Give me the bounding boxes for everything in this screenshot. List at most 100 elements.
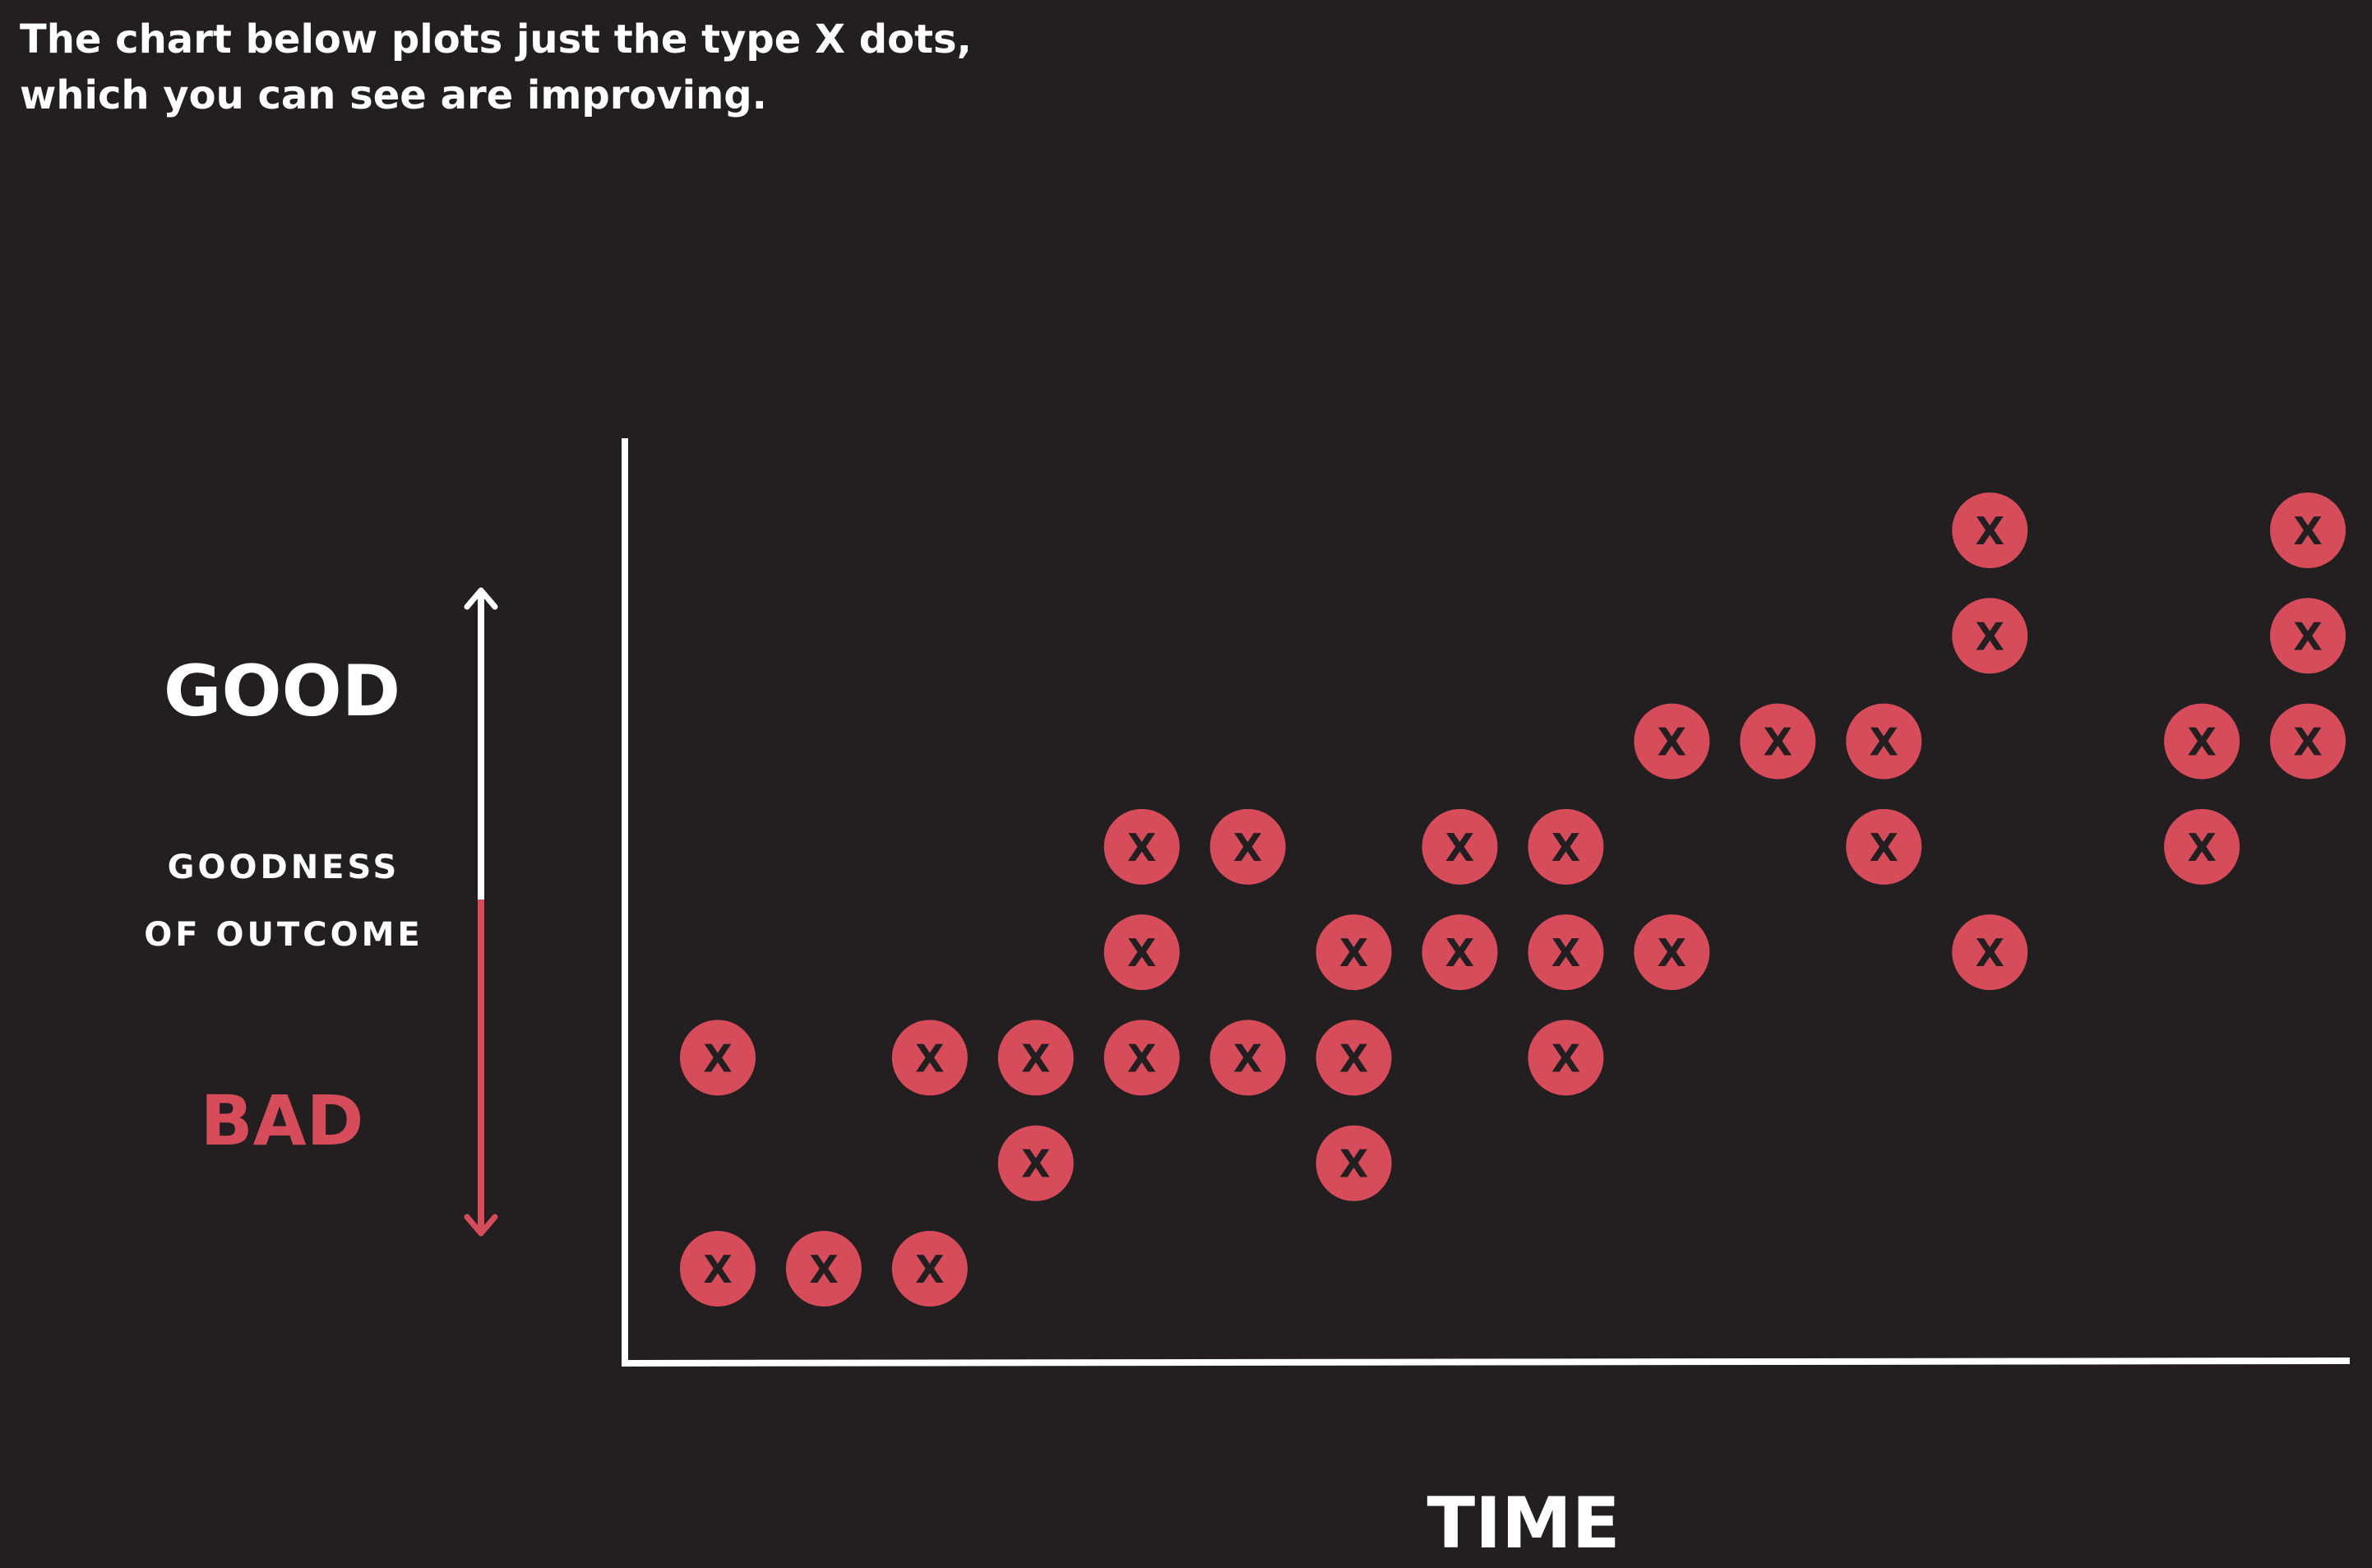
data-point-dot	[891, 1231, 968, 1307]
arrow-up-head-icon	[464, 587, 498, 610]
data-point: X	[1103, 808, 1180, 885]
data-point-dot	[2270, 703, 2346, 779]
data-point-dot	[1634, 703, 1710, 779]
data-point-label: X	[1127, 826, 1156, 870]
data-point: X	[1209, 1020, 1286, 1096]
data-point: X	[785, 1231, 862, 1307]
data-point-label: X	[1551, 931, 1580, 975]
data-point: X	[1528, 914, 1604, 991]
data-point: X	[2270, 493, 2346, 568]
data-point: X	[1103, 914, 1180, 991]
data-point-label: X	[1975, 509, 2004, 553]
data-point-dot	[891, 1020, 968, 1096]
data-point-label: X	[1339, 931, 1368, 975]
data-point-label: X	[1127, 1036, 1156, 1080]
data-point-dot	[680, 1231, 756, 1307]
data-points: X X X X X X X X X X X X X X X X X X X X X X X X X X X X X X X X X	[680, 493, 2346, 1307]
caption-line-1: The chart below plots just the type X do…	[20, 16, 972, 62]
data-point: X	[1315, 1020, 1392, 1096]
data-point: X	[1315, 914, 1392, 991]
data-point-label: X	[809, 1247, 838, 1292]
data-point-label: X	[1339, 1142, 1368, 1186]
data-point-label: X	[1021, 1142, 1050, 1186]
data-point-label: X	[1975, 614, 2004, 659]
data-point-label: X	[1127, 931, 1156, 975]
data-point: X	[2164, 703, 2240, 779]
data-point-label: X	[1021, 1036, 1050, 1080]
data-point: X	[891, 1020, 968, 1096]
data-point: X	[1528, 808, 1604, 885]
data-point-label: X	[703, 1036, 732, 1080]
y-top-label: GOOD	[164, 650, 400, 733]
data-point-dot	[2270, 493, 2346, 568]
data-point-dot	[1952, 598, 2028, 674]
data-point: X	[1846, 808, 1922, 885]
data-point-label: X	[1975, 931, 2004, 975]
data-point-label: X	[1551, 826, 1580, 870]
data-point-label: X	[1551, 1036, 1580, 1080]
data-point-dot	[1952, 914, 2028, 991]
data-point-label: X	[2293, 509, 2322, 553]
data-point: X	[1634, 914, 1710, 991]
data-point-label: X	[1764, 720, 1792, 765]
data-point: X	[1952, 914, 2028, 991]
data-point-label: X	[1233, 826, 1262, 870]
data-point-label: X	[915, 1036, 944, 1080]
caption-line-2: which you can see are improving.	[20, 72, 767, 118]
data-point-dot	[680, 1020, 756, 1096]
data-point-dot	[1740, 703, 1816, 779]
data-point: X	[1634, 703, 1710, 779]
data-point: X	[1422, 914, 1498, 991]
data-point-label: X	[1658, 720, 1686, 765]
data-point-dot	[1634, 914, 1710, 991]
data-point: X	[2270, 703, 2346, 779]
data-point-dot	[997, 1020, 1074, 1096]
data-point-dot	[2164, 808, 2240, 885]
data-point: X	[680, 1231, 756, 1307]
data-point: X	[1952, 598, 2028, 674]
data-point-label: X	[915, 1247, 944, 1292]
data-point-label: X	[2293, 720, 2322, 765]
y-axis-label-line-1: GOODNESS	[168, 849, 400, 886]
data-point-dot	[1103, 808, 1180, 885]
data-point-dot	[1103, 1020, 1180, 1096]
data-point: X	[1528, 1020, 1604, 1096]
data-point-dot	[1952, 493, 2028, 568]
data-point: X	[1422, 808, 1498, 885]
data-point-label: X	[1233, 1036, 1262, 1080]
data-point-dot	[1528, 914, 1604, 991]
data-point: X	[1952, 493, 2028, 568]
data-point-dot	[1103, 914, 1180, 991]
x-axis-label: TIME	[1427, 1482, 1621, 1565]
data-point-dot	[1209, 1020, 1286, 1096]
data-point-label: X	[1870, 826, 1898, 870]
arrow-down-head-icon	[464, 1214, 498, 1237]
data-point-label: X	[1445, 931, 1474, 975]
y-axis-label-line-2: OF OUTCOME	[144, 916, 423, 954]
data-point-dot	[997, 1125, 1074, 1201]
data-point: X	[1209, 808, 1286, 885]
data-point-dot	[1846, 808, 1922, 885]
data-point: X	[1846, 703, 1922, 779]
data-point-dot	[1422, 914, 1498, 991]
data-point: X	[680, 1020, 756, 1096]
data-point-dot	[2164, 703, 2240, 779]
data-point-label: X	[1658, 931, 1686, 975]
data-point-label: X	[1870, 720, 1898, 765]
data-point: X	[997, 1125, 1074, 1201]
data-point-dot	[1528, 808, 1604, 885]
data-point: X	[1103, 1020, 1180, 1096]
data-point-label: X	[703, 1247, 732, 1292]
chart-caption: The chart below plots just the type X do…	[20, 12, 1006, 123]
data-point-dot	[1422, 808, 1498, 885]
data-point-label: X	[2293, 614, 2322, 659]
data-point-dot	[1315, 1020, 1392, 1096]
y-bottom-label: BAD	[201, 1080, 364, 1161]
data-point: X	[997, 1020, 1074, 1096]
data-point: X	[1315, 1125, 1392, 1201]
data-point-label: X	[2187, 826, 2216, 870]
data-point-label: X	[1339, 1036, 1368, 1080]
data-point-label: X	[2187, 720, 2216, 765]
data-point-label: X	[1445, 826, 1474, 870]
